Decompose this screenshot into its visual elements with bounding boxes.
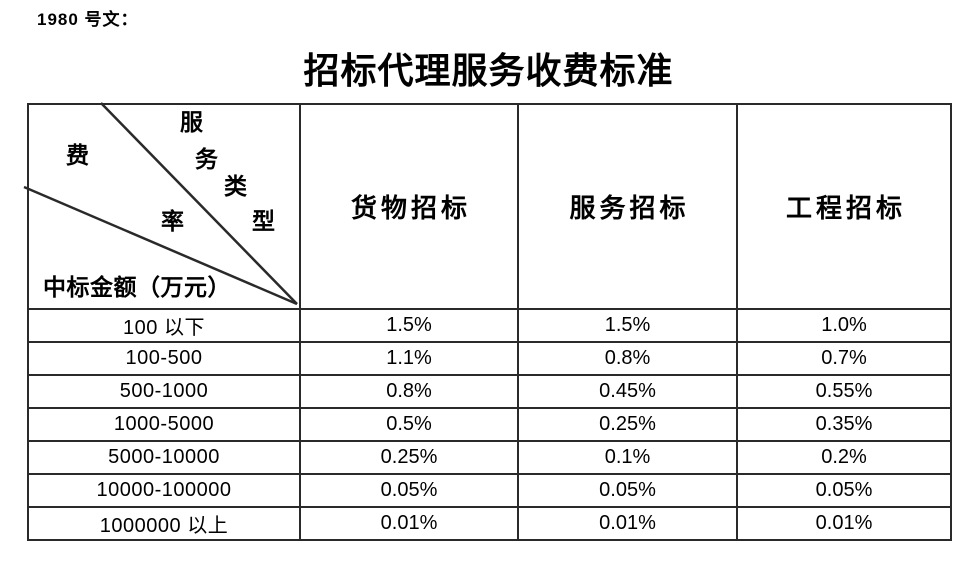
- column-header-service: 服务招标: [517, 103, 738, 310]
- rate-cell: 1.5%: [299, 308, 519, 343]
- rate-cell: 0.55%: [736, 374, 952, 409]
- table-row: 100 以下 1.5% 1.5% 1.0%: [27, 308, 952, 343]
- rate-cell: 0.25%: [299, 440, 519, 475]
- row-range-label: 5000-10000: [27, 440, 301, 475]
- table-row: 1000-5000 0.5% 0.25% 0.35%: [27, 407, 952, 442]
- row-range-label: 10000-100000: [27, 473, 301, 508]
- corner-service-type-char: 务: [195, 147, 222, 172]
- rate-cell: 1.0%: [736, 308, 952, 343]
- row-range-label: 1000000 以上: [27, 506, 301, 541]
- rate-cell: 0.2%: [736, 440, 952, 475]
- rate-cell: 0.05%: [517, 473, 738, 508]
- corner-fee-char: 费: [66, 143, 93, 168]
- table-row: 10000-100000 0.05% 0.05% 0.05%: [27, 473, 952, 508]
- rate-cell: 0.05%: [736, 473, 952, 508]
- table-row: 5000-10000 0.25% 0.1% 0.2%: [27, 440, 952, 475]
- corner-rate-char: 率: [161, 209, 188, 234]
- rate-cell: 0.1%: [517, 440, 738, 475]
- table-row: 1000000 以上 0.01% 0.01% 0.01%: [27, 506, 952, 541]
- rate-cell: 0.8%: [517, 341, 738, 376]
- corner-service-type-char: 型: [252, 209, 279, 234]
- row-range-label: 100-500: [27, 341, 301, 376]
- rate-cell: 0.5%: [299, 407, 519, 442]
- rate-cell: 1.1%: [299, 341, 519, 376]
- table-row: 500-1000 0.8% 0.45% 0.55%: [27, 374, 952, 409]
- rate-cell: 0.35%: [736, 407, 952, 442]
- row-range-label: 100 以下: [27, 308, 301, 343]
- rate-cell: 0.05%: [299, 473, 519, 508]
- rate-cell: 0.8%: [299, 374, 519, 409]
- row-range-label: 1000-5000: [27, 407, 301, 442]
- corner-service-type-char: 服: [180, 110, 207, 135]
- table-row: 100-500 1.1% 0.8% 0.7%: [27, 341, 952, 376]
- column-header-goods: 货物招标: [299, 103, 519, 310]
- corner-service-type-char: 类: [224, 174, 251, 199]
- rate-cell: 1.5%: [517, 308, 738, 343]
- page-title: 招标代理服务收费标准: [303, 51, 674, 91]
- fee-standard-table: 服 务 类 型 费 率 中标金额（万元） 货物招标 服务招标 工程招标 100 …: [23, 102, 952, 541]
- rate-cell: 0.45%: [517, 374, 738, 409]
- rate-cell: 0.01%: [517, 506, 738, 541]
- column-header-project: 工程招标: [736, 103, 952, 310]
- rate-cell: 0.01%: [299, 506, 519, 541]
- corner-diagonal-cell: 服 务 类 型 费 率 中标金额（万元）: [23, 102, 301, 310]
- diagonal-lines: [23, 102, 298, 306]
- doc-number-label: 1980 号文：: [37, 10, 139, 29]
- header-row: 服 务 类 型 费 率 中标金额（万元） 货物招标 服务招标 工程招标: [23, 102, 952, 310]
- row-range-label: 500-1000: [27, 374, 301, 409]
- corner-row-axis-label: 中标金额（万元）: [43, 275, 231, 300]
- rate-cell: 0.25%: [517, 407, 738, 442]
- rate-cell: 0.7%: [736, 341, 952, 376]
- rate-cell: 0.01%: [736, 506, 952, 541]
